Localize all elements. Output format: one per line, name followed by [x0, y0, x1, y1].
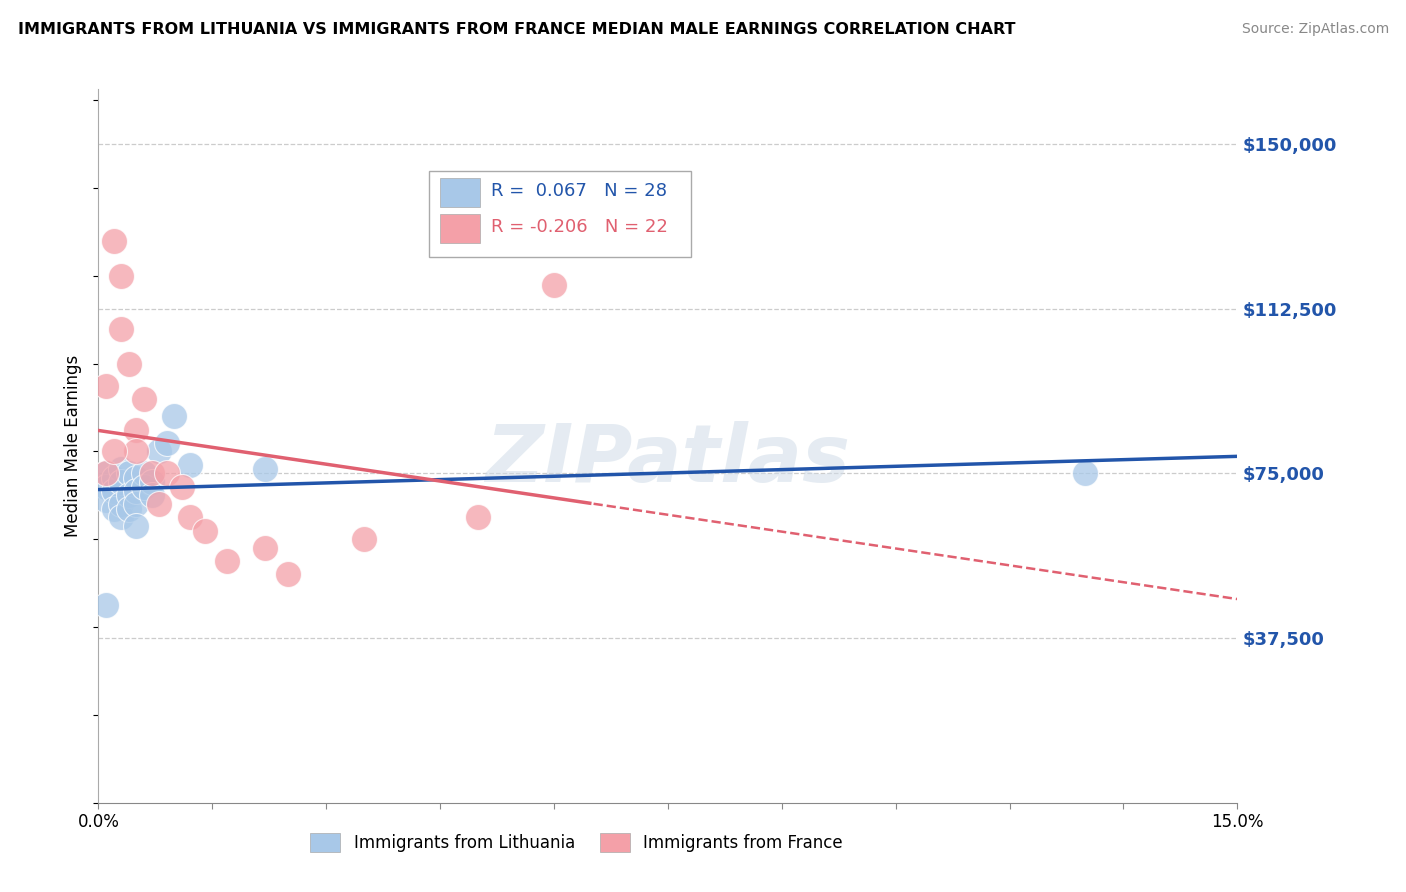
Point: [148, 497, 170, 511]
Point: [125, 497, 148, 511]
Point: [103, 444, 125, 458]
Point: [110, 475, 132, 490]
Point: [103, 234, 125, 248]
Point: [1074, 467, 1097, 481]
Point: [118, 488, 141, 502]
Point: [110, 321, 132, 335]
Point: [94, 467, 117, 481]
Point: [94, 378, 117, 392]
Point: [132, 392, 155, 406]
Point: [94, 480, 117, 494]
Point: [110, 510, 132, 524]
Text: R =  0.067   N = 28: R = 0.067 N = 28: [491, 182, 668, 200]
Point: [110, 462, 132, 476]
Point: [125, 444, 148, 458]
Point: [94, 598, 117, 612]
Point: [277, 567, 299, 582]
FancyBboxPatch shape: [440, 178, 479, 207]
Point: [141, 467, 163, 481]
Point: [254, 541, 277, 555]
Point: [110, 497, 132, 511]
Point: [179, 510, 201, 524]
FancyBboxPatch shape: [440, 214, 479, 243]
Point: [543, 277, 565, 292]
Point: [110, 268, 132, 283]
Point: [94, 492, 117, 507]
Point: [156, 435, 179, 450]
Point: [194, 524, 217, 538]
Point: [148, 444, 170, 458]
Point: [125, 483, 148, 498]
Y-axis label: Median Male Earnings: Median Male Earnings: [65, 355, 83, 537]
Point: [254, 462, 277, 476]
FancyBboxPatch shape: [429, 171, 690, 257]
Point: [103, 471, 125, 485]
Point: [170, 480, 193, 494]
Point: [125, 471, 148, 485]
Point: [118, 501, 141, 516]
Point: [103, 483, 125, 498]
Point: [118, 357, 141, 371]
Point: [141, 475, 163, 490]
Point: [94, 467, 117, 481]
Point: [125, 423, 148, 437]
Text: IMMIGRANTS FROM LITHUANIA VS IMMIGRANTS FROM FRANCE MEDIAN MALE EARNINGS CORRELA: IMMIGRANTS FROM LITHUANIA VS IMMIGRANTS …: [18, 22, 1015, 37]
Point: [156, 467, 179, 481]
Point: [467, 510, 489, 524]
Text: R = -0.206   N = 22: R = -0.206 N = 22: [491, 218, 668, 235]
Point: [353, 533, 375, 547]
Legend: Immigrants from Lithuania, Immigrants from France: Immigrants from Lithuania, Immigrants fr…: [304, 826, 849, 859]
Point: [125, 519, 148, 533]
Text: Source: ZipAtlas.com: Source: ZipAtlas.com: [1241, 22, 1389, 37]
Point: [217, 554, 239, 568]
Point: [103, 501, 125, 516]
Point: [141, 488, 163, 502]
Point: [179, 458, 201, 472]
Point: [118, 467, 141, 481]
Point: [132, 467, 155, 481]
Point: [132, 480, 155, 494]
Point: [163, 409, 186, 424]
Text: ZIPatlas: ZIPatlas: [485, 421, 851, 500]
